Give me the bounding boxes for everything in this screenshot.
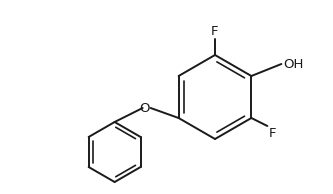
Text: OH: OH xyxy=(283,57,304,70)
Text: O: O xyxy=(139,101,150,114)
Text: F: F xyxy=(268,127,276,140)
Text: F: F xyxy=(211,25,219,38)
